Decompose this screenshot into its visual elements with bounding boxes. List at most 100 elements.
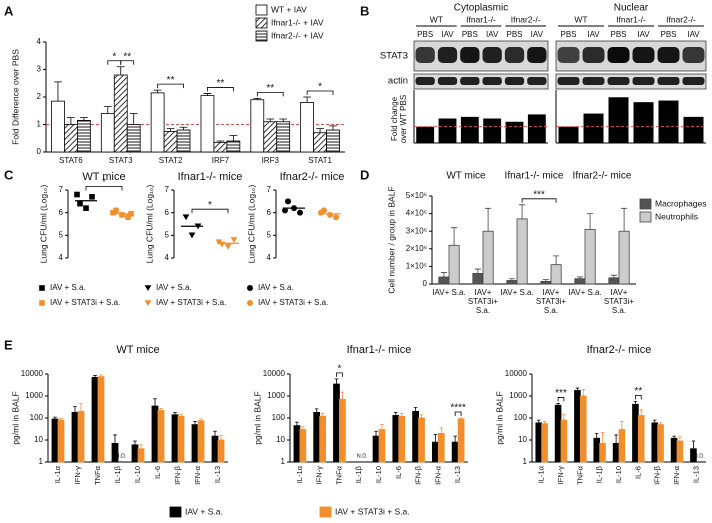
blot-band [415,47,435,63]
bar [293,425,301,463]
bar [618,429,626,463]
bar [226,140,241,153]
bar [670,437,678,463]
error-bar [159,408,163,411]
missing-label: N.D. [116,453,127,459]
error-bar [691,440,696,449]
error-bar [340,391,345,400]
bar [313,411,321,463]
error-bar [380,424,384,430]
blot-band [657,47,680,63]
significance-bracket [635,394,642,400]
bar [584,229,596,285]
group-label: WT [430,14,443,24]
significance-bracket [454,411,462,416]
legend-marker [144,300,152,306]
error-bar [474,268,481,274]
bar [448,244,460,285]
significance-label: ** [123,51,131,62]
blot-band [482,77,502,85]
significance-label: * [337,364,341,375]
data-point [327,211,333,218]
blot-band [632,77,655,85]
blot-row-label: STAT3 [380,51,408,62]
lane-label: PBS [660,30,676,39]
lane-label: PBS [560,30,576,39]
chart-title: Ifnar2-/- mice [280,171,345,183]
error-bar [374,430,378,437]
error-bar [413,407,418,412]
error-bar [600,432,605,444]
x-tick-label: IFN-β [173,465,182,485]
x-tick-label: STAT1 [308,156,332,165]
x-tick-label: IFN-α [433,465,442,485]
legend-label: IAV + S.a. [258,283,294,292]
panel-letter: A [4,3,14,18]
error-bar [295,421,299,426]
error-bar [587,213,594,230]
bar [482,230,494,285]
y-tick-label: 0 [37,147,42,156]
significance-label: ** [266,83,274,94]
error-bar [133,440,137,445]
bar [599,443,606,463]
lane-label: PBS [610,30,626,39]
blot-band [607,77,630,85]
error-bar [314,408,319,413]
x-tick-label: IAV+ S.a. [500,288,534,297]
legend-marker [39,300,45,306]
bar [516,218,528,285]
x-tick-label: IL-13 [691,466,700,483]
x-tick-label: IFN-γ [556,466,565,485]
legend-label: IAV + STAT3i + S.a. [335,506,410,516]
chart-title: Ifnar1-/- mice [178,171,243,183]
bar [263,121,278,153]
y-tick-label: 4 [37,37,42,46]
significance-label: *** [555,388,567,399]
bar [126,124,141,153]
x-tick-label: IL-13 [453,466,462,483]
data-point [113,207,119,214]
bar [398,415,406,463]
lane-label: IAV [687,30,700,39]
bar [676,440,684,463]
error-bar [556,403,560,406]
error-bar [279,118,288,122]
panel-letter: E [4,337,13,352]
bar [412,410,419,463]
x-tick-label: IL-10 [614,466,623,483]
error-bar [73,406,77,413]
error-bar [399,413,404,417]
bar [250,99,265,153]
legend-marker [247,300,253,306]
bar [632,403,639,463]
group-label: Ifnar1-/- [466,14,496,24]
data-point [282,207,288,214]
significance-bracket [191,208,229,214]
bar [339,399,346,463]
bar [683,116,704,143]
error-bar [621,207,628,232]
bar [300,102,315,153]
error-bar [542,279,549,282]
error-bar [219,435,223,440]
x-tick-label: IFN-β [653,465,662,485]
error-bar [320,413,325,417]
blot-band [582,47,605,63]
error-bar [216,140,225,143]
error-bar [93,375,97,378]
blot-band [415,77,435,85]
error-bar [394,411,398,416]
chart-title: Ifnar2-/- mice [587,344,652,356]
bar [150,92,165,153]
significance-bracket [120,60,135,65]
bar [197,420,205,463]
panel-letter: C [4,167,14,182]
error-bar [199,418,203,421]
y-tick-label: 1 [281,457,286,466]
y-axis-label: Lung CFU/ml (Log₁₀) [246,184,256,263]
bar [593,437,601,463]
bar [438,118,457,143]
data-point [285,198,291,205]
bar [191,424,199,463]
